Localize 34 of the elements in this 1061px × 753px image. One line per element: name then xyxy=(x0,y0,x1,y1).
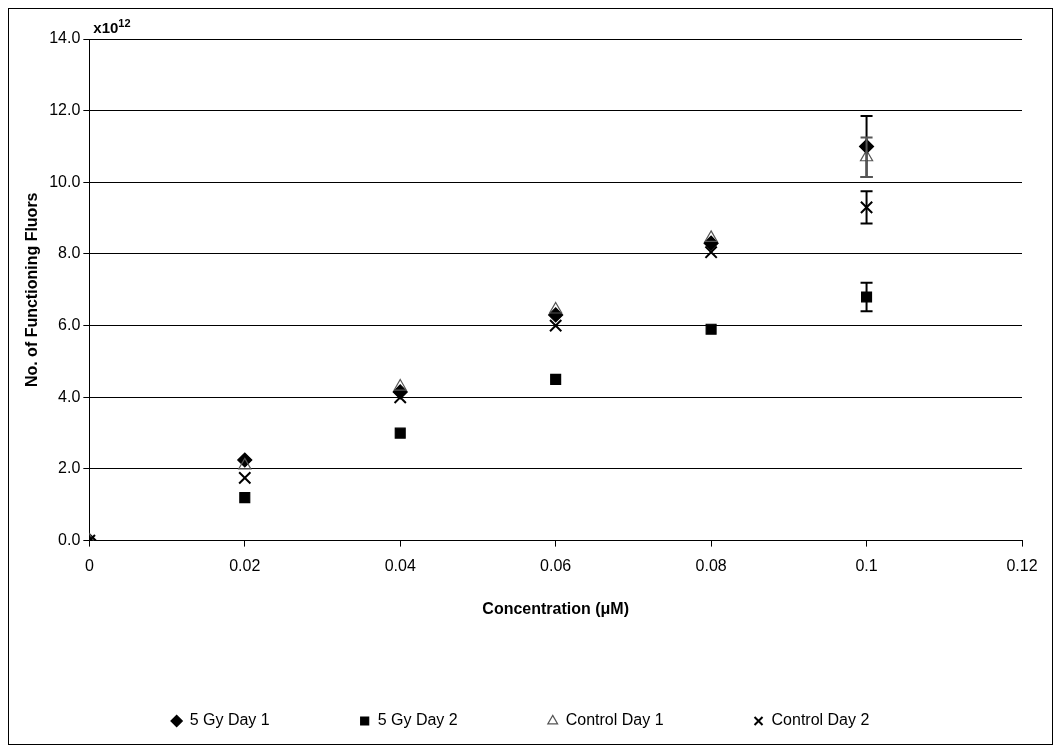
point xyxy=(238,457,252,470)
x-tick-label: 0.04 xyxy=(384,556,416,574)
legend-label: Control Day 2 xyxy=(771,711,870,729)
point xyxy=(393,378,407,391)
point xyxy=(394,427,406,439)
point xyxy=(859,149,874,162)
point xyxy=(549,318,563,333)
x-tick-label: 0.12 xyxy=(1006,556,1038,574)
y-tick-label: 12.0 xyxy=(49,101,81,119)
y-tick-label: 2.0 xyxy=(58,459,81,477)
legend-label: Control Day 1 xyxy=(565,711,664,729)
point xyxy=(549,301,563,314)
legend-label: 5 Gy Day 1 xyxy=(189,711,270,729)
x-tick-label: 0 xyxy=(84,556,94,574)
x-tick-label: 0.06 xyxy=(540,556,572,574)
x-tick-label: 0.02 xyxy=(229,556,261,574)
y-axis-title: No. of Functioning Fluors xyxy=(23,192,41,388)
point xyxy=(239,492,251,504)
x-tick-label: 0.08 xyxy=(695,556,727,574)
y-tick-label: 14.0 xyxy=(49,29,81,47)
y-tick-label: 8.0 xyxy=(58,244,81,262)
y-tick-label: 6.0 xyxy=(58,316,81,334)
point xyxy=(859,200,874,215)
point xyxy=(705,323,717,335)
x-tick-label: 0.1 xyxy=(855,556,878,574)
legend-label: 5 Gy Day 2 xyxy=(377,711,458,729)
point xyxy=(704,245,718,259)
point xyxy=(238,471,252,485)
point xyxy=(704,230,718,242)
y-tick-label: 0.0 xyxy=(58,531,81,549)
y-tick-label: 10.0 xyxy=(49,172,81,190)
point xyxy=(550,373,562,385)
y-tick-label: 4.0 xyxy=(58,387,81,405)
x-axis-title: Concentration (μM) xyxy=(482,599,630,617)
